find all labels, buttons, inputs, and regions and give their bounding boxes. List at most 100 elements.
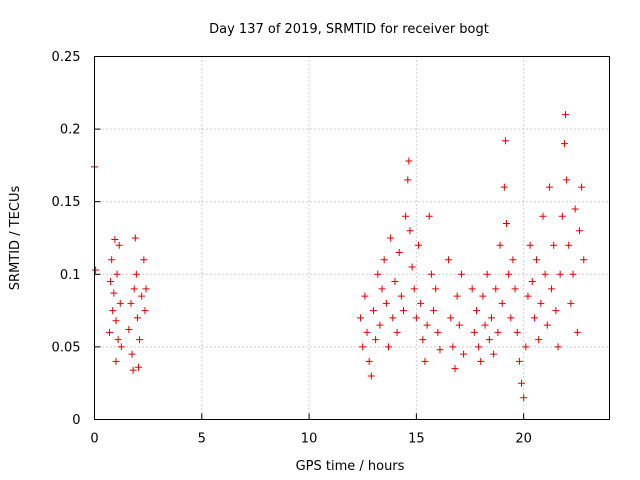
data-point <box>113 270 121 278</box>
x-tick-label: 10 <box>301 432 318 447</box>
data-point <box>496 241 504 249</box>
data-point <box>400 307 407 315</box>
data-point <box>518 379 526 387</box>
data-point <box>571 205 579 213</box>
data-point <box>554 343 562 351</box>
data-point <box>515 357 523 365</box>
data-point <box>116 299 124 307</box>
data-point <box>457 270 465 278</box>
x-axis-ticks: 0 5 10 15 20 <box>90 413 532 447</box>
data-point <box>578 183 586 191</box>
data-point <box>509 256 517 264</box>
data-point <box>361 292 369 300</box>
data-point <box>110 289 118 297</box>
data-point <box>449 343 457 351</box>
data-point <box>537 299 545 307</box>
data-point <box>421 357 429 365</box>
data-point <box>108 256 116 264</box>
data-point <box>369 307 377 315</box>
data-point <box>535 336 543 344</box>
y-tick-label: 0.15 <box>52 195 81 210</box>
data-point <box>526 241 534 249</box>
data-point <box>391 278 399 286</box>
data-point <box>384 343 392 351</box>
data-point <box>115 241 123 249</box>
x-tick-label: 20 <box>515 432 532 447</box>
data-point <box>545 183 553 191</box>
data-point <box>539 212 547 220</box>
data-point <box>575 227 583 235</box>
data-point <box>548 285 556 293</box>
data-point <box>563 176 571 184</box>
data-point <box>378 285 386 293</box>
x-axis-label: GPS time / hours <box>296 459 405 474</box>
data-point <box>481 321 489 329</box>
data-point <box>404 176 412 184</box>
data-point <box>530 314 538 322</box>
data-point <box>419 336 427 344</box>
y-axis-ticks: 0 0.05 0.1 0.15 0.2 0.25 <box>52 50 101 428</box>
data-point <box>503 219 510 227</box>
data-point <box>475 343 483 351</box>
data-point <box>505 270 513 278</box>
data-point <box>412 314 420 322</box>
data-point <box>472 307 480 315</box>
data-point <box>405 157 413 165</box>
data-point <box>432 285 440 293</box>
data-point <box>359 343 367 351</box>
data-point <box>498 299 506 307</box>
data-point <box>436 346 444 354</box>
data-point <box>125 325 133 333</box>
data-point <box>445 256 453 264</box>
data-point <box>128 350 136 358</box>
x-tick-label: 5 <box>198 432 206 447</box>
data-point <box>382 299 390 307</box>
y-tick-label: 0.25 <box>52 50 81 65</box>
data-point <box>427 270 435 278</box>
data-point <box>501 137 509 145</box>
data-point <box>562 111 570 119</box>
data-point <box>470 328 478 336</box>
data-point <box>511 285 519 293</box>
data-point <box>106 328 114 336</box>
data-point <box>114 336 122 344</box>
data-point <box>500 183 508 191</box>
plot-frame <box>94 56 610 420</box>
data-point <box>453 292 461 300</box>
data-point <box>479 292 487 300</box>
data-point <box>131 234 139 242</box>
data-point <box>541 270 549 278</box>
data-point <box>408 263 416 271</box>
data-point <box>136 336 144 344</box>
data-point <box>107 278 115 286</box>
data-point <box>372 336 380 344</box>
data-point <box>494 328 502 336</box>
data-point <box>111 235 119 243</box>
data-point <box>357 314 365 322</box>
data-point <box>490 350 498 358</box>
y-tick-label: 0.05 <box>52 340 81 355</box>
data-point <box>410 285 418 293</box>
data-point <box>141 307 149 315</box>
data-point <box>134 363 142 371</box>
data-point <box>451 365 459 373</box>
data-point <box>552 307 560 315</box>
data-point <box>127 299 135 307</box>
data-point <box>395 249 403 257</box>
data-point <box>138 292 146 300</box>
data-point <box>513 328 521 336</box>
data-point <box>434 328 442 336</box>
data-point <box>365 357 373 365</box>
data-point <box>129 366 137 374</box>
data-point <box>522 343 530 351</box>
data-point <box>425 212 433 220</box>
grid <box>94 56 610 420</box>
data-point <box>417 299 425 307</box>
chart-title: Day 137 of 2019, SRMTID for receiver bog… <box>209 22 489 37</box>
data-point <box>573 328 581 336</box>
y-tick-label: 0.1 <box>60 268 81 283</box>
data-point <box>142 285 150 293</box>
data-point <box>402 212 410 220</box>
data-point <box>528 278 536 286</box>
data-point <box>558 212 566 220</box>
